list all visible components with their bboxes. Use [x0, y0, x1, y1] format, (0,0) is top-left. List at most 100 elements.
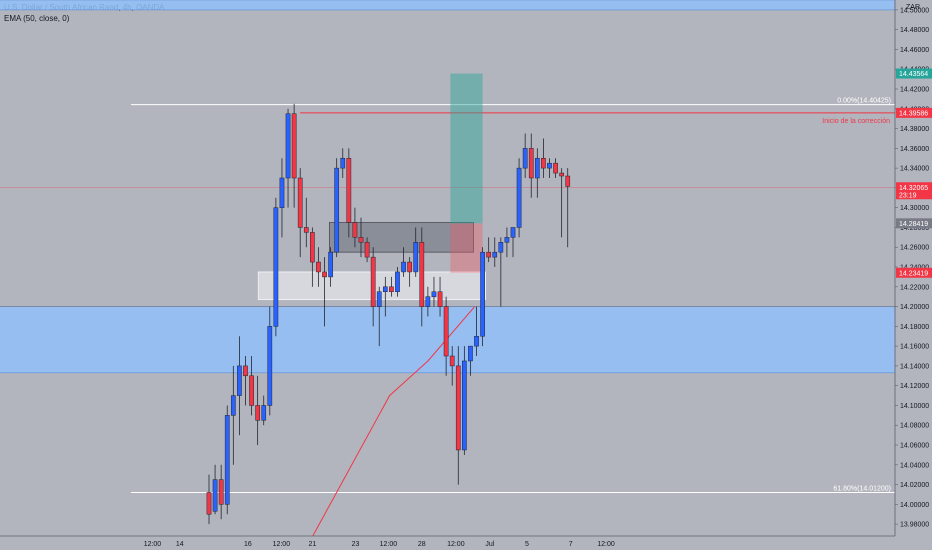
y-tick-label: 14.34000: [900, 166, 929, 173]
y-tick-label: 14.12000: [900, 383, 929, 390]
candle: [407, 257, 412, 287]
x-tick-label: Jul: [485, 541, 494, 548]
candle: [541, 138, 546, 179]
candle: [486, 237, 492, 263]
candle-body: [419, 242, 425, 307]
candle: [528, 133, 534, 198]
position-target-zone: [450, 73, 483, 224]
candle: [455, 346, 461, 485]
candle: [340, 148, 346, 179]
candle: [224, 405, 230, 515]
y-tick-label: 14.18000: [900, 324, 929, 331]
y-tick-label: 14.02000: [900, 482, 929, 489]
x-tick-label: 14: [176, 541, 184, 548]
candle-body: [395, 271, 400, 292]
candle-body: [358, 237, 364, 243]
price-label-text: 14.32065: [899, 185, 928, 192]
candle: [358, 217, 364, 258]
price-label-badge: [896, 68, 932, 79]
candle-body: [340, 157, 346, 169]
candle: [431, 276, 437, 307]
candle-body: [255, 405, 260, 421]
upper-blue-zone: [0, 0, 895, 10]
candle: [474, 306, 479, 357]
candle-body: [212, 479, 218, 512]
candle: [346, 148, 352, 238]
candle: [522, 133, 528, 179]
candle-body: [303, 227, 309, 233]
candle-body: [504, 237, 510, 243]
candle: [328, 247, 333, 287]
candle-body: [297, 177, 303, 228]
candle-body: [498, 242, 504, 253]
x-tick-label: 23: [352, 541, 360, 548]
candle: [249, 356, 254, 416]
candle-body: [291, 113, 297, 179]
price-label-badge: [896, 107, 932, 118]
x-tick-label: 12:00: [597, 541, 615, 548]
candle: [462, 346, 467, 455]
candle-body: [407, 261, 412, 273]
y-tick-label: 14.36000: [900, 146, 929, 153]
candle-body: [553, 162, 558, 174]
candle-body: [455, 365, 461, 451]
candle: [468, 345, 473, 376]
candle-body: [480, 251, 485, 337]
price-label-badge: [896, 182, 932, 200]
price-label-text: 14.39586: [899, 110, 928, 117]
candle: [498, 237, 504, 307]
candle-body: [285, 113, 291, 179]
correction-start-label: Inicio de la corrección: [822, 118, 890, 125]
candle-body: [462, 360, 467, 451]
candle: [303, 197, 309, 248]
candle: [285, 108, 291, 208]
x-tick-label: 12:00: [273, 541, 291, 548]
candle: [382, 276, 388, 317]
candle: [261, 395, 267, 426]
candle-body: [559, 172, 564, 177]
candle-body: [206, 492, 212, 515]
candle: [316, 247, 321, 287]
y-tick-label: 14.28000: [900, 225, 929, 232]
y-tick-label: 14.22000: [900, 284, 929, 291]
candle: [291, 103, 297, 208]
y-tick-label: 14.46000: [900, 47, 929, 54]
x-tick-label: 28: [418, 541, 426, 548]
candle-body: [468, 345, 473, 362]
candle-body: [474, 335, 479, 347]
candle-body: [249, 375, 254, 406]
y-tick-label: 14.30000: [900, 205, 929, 212]
candle: [352, 207, 358, 248]
price-label-text: 14.43564: [899, 71, 928, 78]
candle: [425, 286, 431, 317]
y-tick-label: 14.10000: [900, 403, 929, 410]
candle-body: [243, 365, 248, 377]
x-tick-label: 21: [308, 541, 316, 548]
candle-body: [541, 157, 546, 169]
candle: [565, 168, 571, 248]
candle: [480, 247, 485, 347]
candle: [230, 365, 236, 465]
candle-body: [492, 251, 498, 258]
candle: [212, 464, 218, 515]
candle-body: [322, 271, 327, 278]
candle-body: [364, 242, 370, 258]
price-label-text: 14.28419: [899, 221, 928, 228]
candle-body: [224, 415, 230, 505]
price-label-badge: [896, 267, 932, 278]
candle: [437, 276, 443, 317]
candle-body: [449, 355, 455, 367]
candle-body: [528, 148, 534, 179]
candle-body: [230, 395, 236, 416]
candle-body: [370, 256, 376, 307]
price-label-countdown: 23:19: [899, 192, 917, 199]
candle: [413, 227, 419, 277]
candle: [376, 286, 382, 347]
candle: [206, 474, 212, 525]
y-tick-label: 14.20000: [900, 304, 929, 311]
candle: [334, 158, 340, 258]
candle: [443, 296, 449, 376]
price-label-badge: [896, 218, 932, 229]
y-tick-label: 14.48000: [900, 27, 929, 34]
